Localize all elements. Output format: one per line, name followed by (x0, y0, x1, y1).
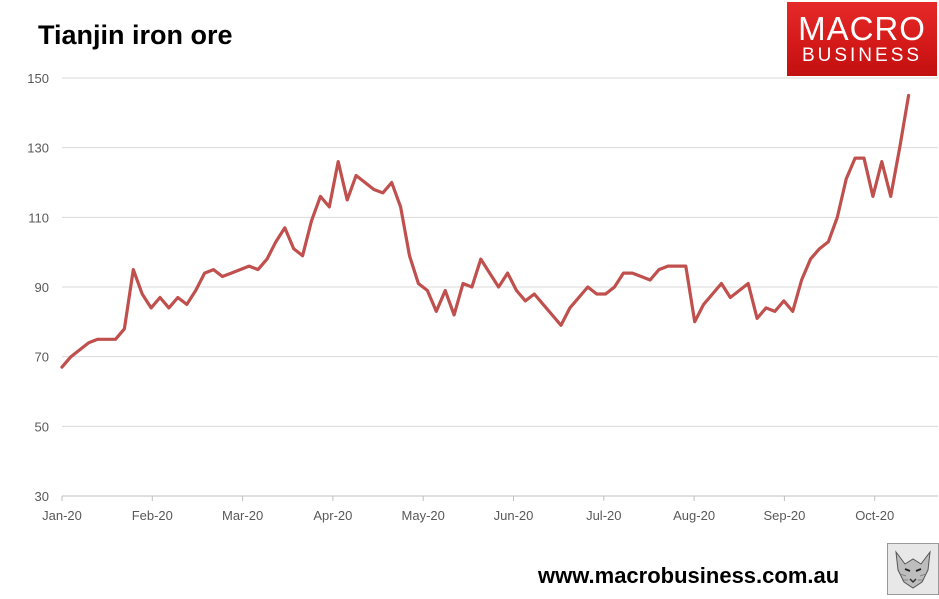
series-group (60, 93, 911, 369)
y-tick-label: 50 (35, 419, 49, 434)
x-tick-label: Oct-20 (855, 508, 894, 523)
website-url: www.macrobusiness.com.au (538, 563, 840, 588)
y-tick-label: 150 (27, 71, 49, 86)
wolf-icon (887, 543, 939, 595)
x-tick-label: Sep-20 (763, 508, 805, 523)
x-tick-label: Mar-20 (222, 508, 263, 523)
y-tick-label: 130 (27, 141, 49, 156)
x-tick-label: Jul-20 (586, 508, 621, 523)
macrobusiness-logo: MACRO BUSINESS (787, 2, 937, 76)
x-tick-label: May-20 (402, 508, 445, 523)
x-tick-label: Jan-20 (42, 508, 82, 523)
y-tick-label: 110 (28, 210, 49, 225)
x-tick-label: Feb-20 (132, 508, 173, 523)
x-tick-label: Jun-20 (494, 508, 534, 523)
x-tick-label: Apr-20 (313, 508, 352, 523)
gridlines (62, 77, 938, 427)
y-tick-label: 30 (35, 489, 49, 504)
x-tick-label: Aug-20 (673, 508, 715, 523)
logo-line1: MACRO (798, 10, 926, 47)
y-tick-labels: 30 50 70 90 110 130 150 (27, 71, 49, 504)
series-line-tianjin-iron-ore (60, 93, 911, 369)
axes (61, 495, 938, 501)
logo-line2: BUSINESS (801, 45, 923, 66)
y-tick-label: 70 (35, 350, 49, 365)
chart-title: Tianjin iron ore (38, 20, 233, 50)
x-tick-labels: Jan-20 Feb-20 Mar-20 Apr-20 May-20 Jun-20 Jul-… (42, 508, 894, 523)
y-tick-label: 90 (35, 280, 49, 295)
